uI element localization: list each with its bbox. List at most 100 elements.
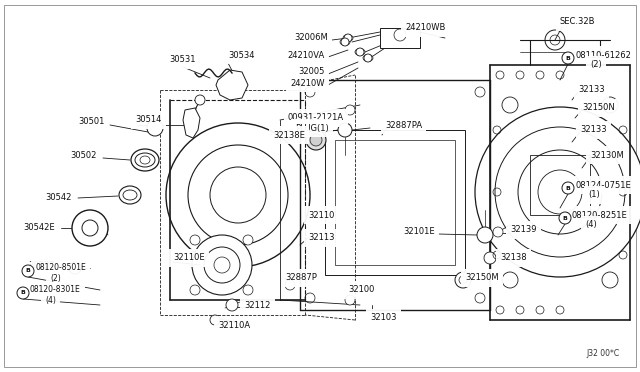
Text: 32887PA: 32887PA <box>385 121 422 129</box>
Text: 24210VA: 24210VA <box>288 51 325 60</box>
Circle shape <box>538 170 582 214</box>
Text: 32101E: 32101E <box>403 228 435 237</box>
Circle shape <box>22 265 34 277</box>
Text: 30502: 30502 <box>70 151 97 160</box>
Circle shape <box>341 38 349 46</box>
Ellipse shape <box>355 48 365 55</box>
Text: 32133: 32133 <box>578 86 605 94</box>
Ellipse shape <box>140 156 150 164</box>
Circle shape <box>69 262 81 274</box>
Text: 08120-8501E: 08120-8501E <box>35 263 86 273</box>
Text: 32110A: 32110A <box>218 321 250 330</box>
Text: (4): (4) <box>45 295 56 305</box>
Text: 24210WB: 24210WB <box>405 23 445 32</box>
Text: 30501: 30501 <box>79 118 105 126</box>
Text: 08120-8301E: 08120-8301E <box>30 285 81 295</box>
Circle shape <box>214 257 230 273</box>
Text: SEC.32B: SEC.32B <box>560 17 595 26</box>
Circle shape <box>394 29 406 41</box>
Circle shape <box>82 220 98 236</box>
Bar <box>325 130 465 275</box>
Text: 32103: 32103 <box>370 314 397 323</box>
Circle shape <box>192 235 252 295</box>
Circle shape <box>17 287 29 299</box>
Text: B: B <box>26 269 31 273</box>
Text: 30514: 30514 <box>135 115 161 125</box>
Text: 32112: 32112 <box>244 301 270 310</box>
Text: 32110: 32110 <box>308 211 334 219</box>
Circle shape <box>285 130 295 140</box>
Bar <box>530 155 590 215</box>
Circle shape <box>562 52 574 64</box>
Circle shape <box>190 285 200 295</box>
Text: 32150M: 32150M <box>465 273 499 282</box>
Ellipse shape <box>123 190 137 200</box>
Polygon shape <box>216 70 248 100</box>
Ellipse shape <box>363 55 373 61</box>
Text: J32 00*C: J32 00*C <box>587 349 620 358</box>
Circle shape <box>166 123 310 267</box>
Text: 32138E: 32138E <box>273 131 305 140</box>
Text: (1): (1) <box>588 190 600 199</box>
Circle shape <box>310 134 322 146</box>
Circle shape <box>345 105 355 115</box>
Text: 08124-0751E: 08124-0751E <box>575 180 631 189</box>
Text: 00931-2121A: 00931-2121A <box>288 113 344 122</box>
Text: 08110-61262: 08110-61262 <box>575 51 631 60</box>
Circle shape <box>72 210 108 246</box>
Text: 32130M: 32130M <box>590 151 624 160</box>
Circle shape <box>364 54 372 62</box>
Text: 30534: 30534 <box>228 51 255 60</box>
Circle shape <box>493 227 503 237</box>
Circle shape <box>484 252 496 264</box>
Text: B: B <box>563 215 568 221</box>
Circle shape <box>147 120 163 136</box>
Circle shape <box>559 212 571 224</box>
Circle shape <box>345 295 355 305</box>
Text: 32113: 32113 <box>308 234 335 243</box>
Circle shape <box>306 130 326 150</box>
Circle shape <box>188 145 288 245</box>
Text: 32887P: 32887P <box>285 273 317 282</box>
Text: 24210W: 24210W <box>291 78 325 87</box>
Text: PLUG(1): PLUG(1) <box>295 124 329 132</box>
Circle shape <box>285 280 295 290</box>
Polygon shape <box>183 108 200 138</box>
Circle shape <box>455 272 471 288</box>
Circle shape <box>356 48 364 56</box>
Circle shape <box>243 235 253 245</box>
Text: 30542: 30542 <box>45 193 72 202</box>
Ellipse shape <box>135 153 155 167</box>
Text: B: B <box>20 291 26 295</box>
Bar <box>335 140 455 265</box>
Text: 32150N: 32150N <box>582 103 615 112</box>
Circle shape <box>195 95 205 105</box>
Text: 32005: 32005 <box>299 67 325 77</box>
Text: (2): (2) <box>590 61 602 70</box>
Text: 32133: 32133 <box>580 125 607 135</box>
Circle shape <box>344 34 352 42</box>
Text: B: B <box>566 186 570 190</box>
Text: (4): (4) <box>585 221 596 230</box>
Circle shape <box>204 247 240 283</box>
Circle shape <box>477 227 493 243</box>
Ellipse shape <box>343 35 353 42</box>
Text: 30537: 30537 <box>28 260 55 269</box>
Ellipse shape <box>119 186 141 204</box>
Circle shape <box>475 107 640 277</box>
Text: B: B <box>566 55 570 61</box>
Text: 32139: 32139 <box>510 225 536 234</box>
Circle shape <box>226 299 238 311</box>
Circle shape <box>562 182 574 194</box>
Circle shape <box>459 276 467 284</box>
Text: 32100: 32100 <box>348 285 374 295</box>
Ellipse shape <box>340 38 350 45</box>
Circle shape <box>243 285 253 295</box>
Bar <box>380 28 420 48</box>
Text: 32006M: 32006M <box>294 33 328 42</box>
Text: 30542E: 30542E <box>24 224 55 232</box>
Text: 08120-8251E: 08120-8251E <box>572 211 628 219</box>
Circle shape <box>495 127 625 257</box>
Text: (2): (2) <box>50 273 61 282</box>
Polygon shape <box>355 75 620 310</box>
